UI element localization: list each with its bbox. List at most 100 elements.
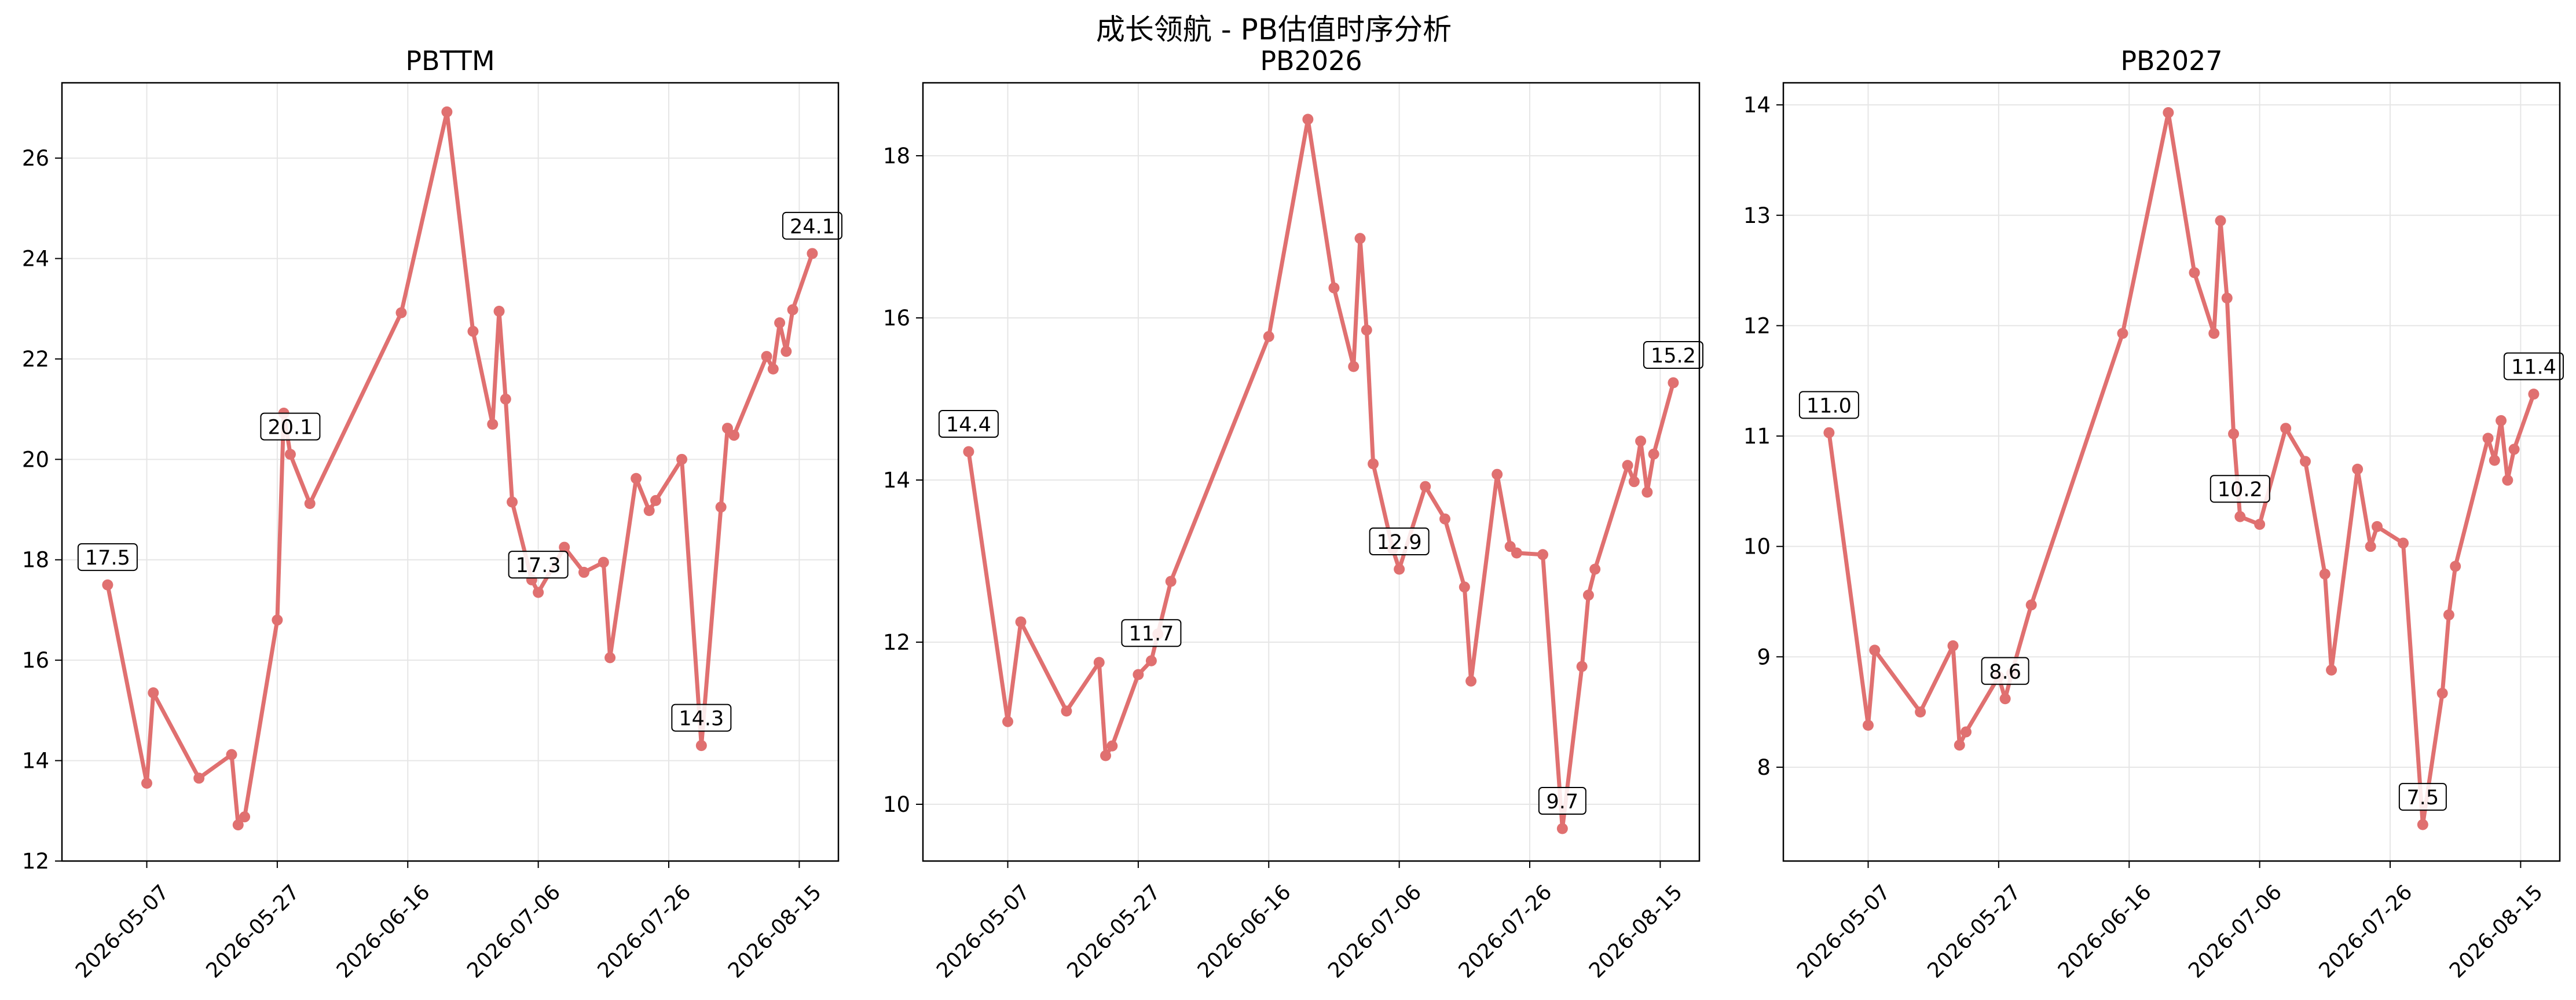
data-point xyxy=(1002,716,1013,727)
value-label-text: 8.6 xyxy=(1989,661,2021,684)
y-tick-label: 14 xyxy=(883,468,910,493)
y-tick-label: 8 xyxy=(1757,755,1771,780)
value-label-text: 17.5 xyxy=(85,547,130,570)
data-point xyxy=(1869,644,1881,656)
data-point xyxy=(2371,521,2383,532)
data-point xyxy=(1093,657,1105,668)
data-point xyxy=(507,496,518,508)
data-point xyxy=(2234,511,2246,522)
value-label: 17.3 xyxy=(508,551,569,579)
y-tick-label: 10 xyxy=(883,792,910,817)
data-point xyxy=(2398,537,2409,549)
data-point xyxy=(1263,331,1274,342)
data-point xyxy=(2496,415,2507,426)
data-point xyxy=(441,106,453,118)
data-point xyxy=(1492,468,1503,480)
y-tick-label: 16 xyxy=(883,306,910,331)
data-point xyxy=(1961,726,1972,738)
data-point xyxy=(2117,328,2128,339)
data-point xyxy=(2254,519,2266,530)
data-point xyxy=(1511,547,1522,559)
data-point xyxy=(728,430,740,441)
data-point xyxy=(676,453,688,465)
value-label: 14.4 xyxy=(938,410,999,438)
value-label-box xyxy=(671,704,732,732)
data-point xyxy=(304,498,316,510)
data-point xyxy=(2319,568,2331,580)
data-point xyxy=(395,307,407,318)
data-point xyxy=(1823,427,1835,438)
data-point xyxy=(2189,267,2200,279)
data-point xyxy=(559,541,570,553)
data-point xyxy=(1394,563,1405,575)
data-point xyxy=(695,740,707,752)
value-label-text: 24.1 xyxy=(790,215,835,239)
data-point xyxy=(2502,474,2513,486)
data-point xyxy=(631,472,642,484)
y-tick-label: 24 xyxy=(22,246,49,271)
value-label-box xyxy=(2398,783,2447,811)
data-point xyxy=(2489,455,2500,466)
data-point xyxy=(2208,328,2220,339)
data-point xyxy=(1459,581,1470,593)
y-tick-label: 13 xyxy=(1743,203,1771,228)
data-point xyxy=(239,811,251,823)
data-point xyxy=(715,501,727,513)
value-label: 14.3 xyxy=(671,704,732,732)
value-label: 24.1 xyxy=(782,211,842,240)
data-point xyxy=(807,248,818,259)
data-point xyxy=(2215,215,2226,226)
value-label-text: 15.2 xyxy=(1651,345,1696,368)
y-tick-label: 18 xyxy=(22,548,49,573)
data-point xyxy=(2450,561,2461,572)
figure-suptitle: 成长领航 - PB估值时序分析 xyxy=(1096,13,1452,46)
data-point xyxy=(1635,435,1647,447)
data-point xyxy=(1106,740,1118,752)
data-point xyxy=(1145,655,1157,666)
data-point xyxy=(643,505,655,517)
value-label-text: 14.4 xyxy=(946,413,991,437)
data-point xyxy=(1015,616,1027,628)
data-point xyxy=(272,614,283,626)
value-label-box xyxy=(1538,787,1586,815)
data-point xyxy=(1465,675,1477,687)
y-tick-label: 20 xyxy=(22,447,49,472)
value-label-text: 11.4 xyxy=(2511,356,2556,379)
value-label-box xyxy=(2209,475,2270,503)
data-point xyxy=(1622,460,1633,471)
data-point xyxy=(226,749,237,760)
plot-frame xyxy=(922,82,1701,862)
value-label-box xyxy=(938,410,999,438)
data-point xyxy=(774,317,786,328)
value-label-text: 14.3 xyxy=(679,708,724,731)
data-point xyxy=(604,652,616,664)
data-point xyxy=(1061,705,1072,717)
data-point xyxy=(2508,444,2520,455)
data-point xyxy=(2352,463,2364,475)
y-tick-label: 11 xyxy=(1743,424,1771,449)
y-tick-label: 22 xyxy=(22,347,49,372)
data-point xyxy=(761,351,772,362)
y-tick-label: 18 xyxy=(883,144,910,169)
data-point xyxy=(1328,282,1340,294)
data-point xyxy=(487,419,499,430)
data-point xyxy=(1582,589,1594,601)
data-point xyxy=(1100,750,1112,761)
chart-title: PB2026 xyxy=(1260,45,1362,76)
data-point xyxy=(2025,599,2037,611)
data-point xyxy=(284,449,296,460)
data-point xyxy=(1420,481,1431,492)
data-point xyxy=(767,363,779,375)
value-label-text: 20.1 xyxy=(268,416,313,439)
data-point xyxy=(578,566,590,578)
data-point xyxy=(1537,549,1549,561)
chart-title: PBTTM xyxy=(405,45,494,76)
data-point xyxy=(2443,609,2454,621)
data-point xyxy=(467,325,479,337)
value-label-text: 12.9 xyxy=(1377,531,1422,554)
y-tick-label: 14 xyxy=(22,749,49,774)
data-point xyxy=(1641,486,1653,498)
value-label-box xyxy=(2503,352,2564,380)
data-point xyxy=(2436,687,2448,699)
